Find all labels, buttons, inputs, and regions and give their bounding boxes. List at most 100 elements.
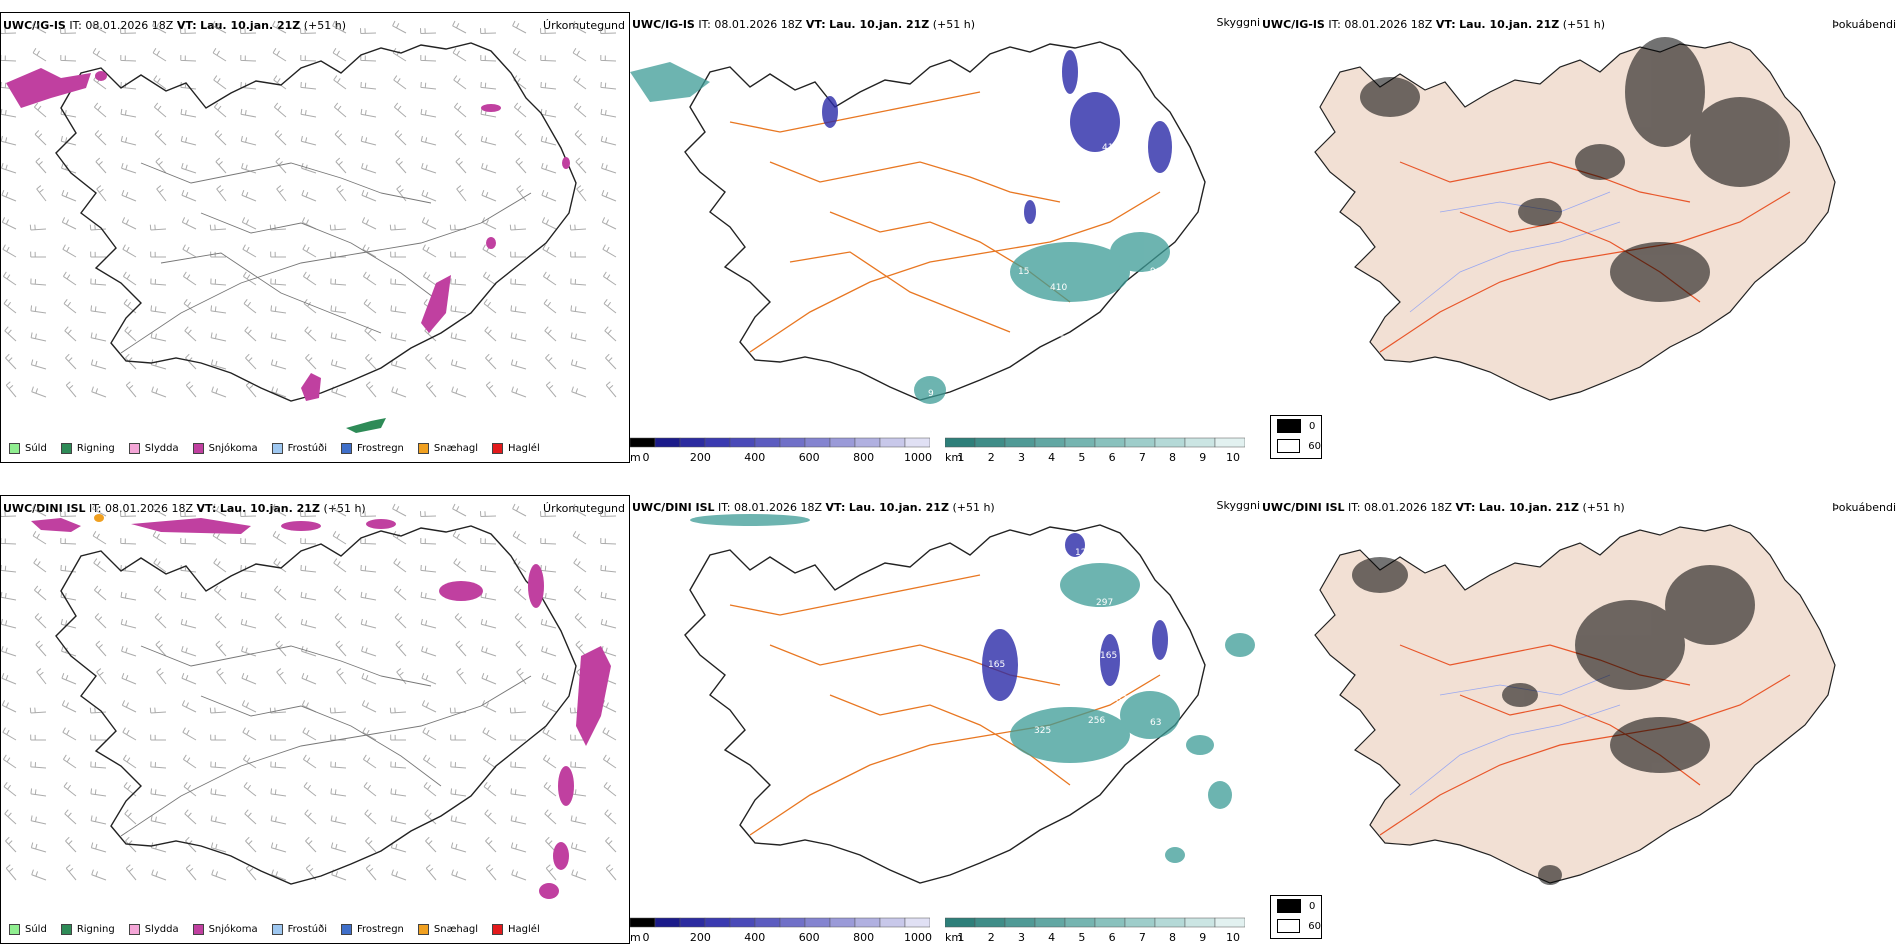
- wind-barb: [330, 761, 347, 769]
- wind-barb: [540, 538, 557, 545]
- wind-barb: [569, 224, 587, 231]
- wind-barb: [121, 700, 137, 713]
- colorbar-tick: 10: [1226, 451, 1240, 464]
- fog-legend-swatch: [1277, 919, 1301, 933]
- wind-barb: [485, 381, 497, 398]
- wind-barb: [392, 48, 407, 62]
- wind-barb: [1, 162, 17, 174]
- wind-barb: [181, 645, 197, 657]
- legend-swatch: [128, 923, 140, 935]
- wind-barb: [30, 305, 47, 314]
- legend-item: Haglél: [492, 442, 540, 454]
- wind-barb: [1, 55, 17, 62]
- wind-barb: [483, 298, 497, 314]
- wind-barb: [600, 618, 617, 629]
- wind-barb: [329, 707, 347, 714]
- wind-barb: [93, 558, 107, 573]
- wind-barb: [422, 754, 437, 769]
- wind-barb: [482, 754, 497, 769]
- wind-barb: [65, 836, 77, 853]
- wind-barb: [216, 668, 227, 685]
- wind-barb: [30, 788, 47, 797]
- wind-barb: [362, 754, 377, 769]
- fog-legend-label: 0: [1309, 900, 1316, 912]
- wind-barb: [300, 81, 317, 90]
- wind-barb: [150, 734, 167, 741]
- colorbar-unit: m: [630, 451, 641, 464]
- wind-barb: [64, 809, 77, 825]
- wind-barb: [450, 842, 467, 853]
- wind-barb: [422, 244, 437, 258]
- value-label: 165: [988, 660, 1005, 670]
- wind-barb: [479, 28, 497, 34]
- fog-panel-top: UWC/IG-IS IT: 08.01.2026 18Z VT: Lau. 10…: [1260, 12, 1900, 463]
- wind-barb: [300, 538, 317, 545]
- wind-barb: [542, 727, 557, 741]
- wind-barb: [570, 251, 587, 258]
- wind-barb: [2, 271, 17, 286]
- precip-type-map: [1, 20, 617, 433]
- wind-barb: [122, 271, 137, 286]
- colorbar-tick: 200: [689, 451, 711, 464]
- wind-barb: [32, 503, 47, 517]
- wind-barb: [451, 869, 467, 881]
- wind-barb: [89, 224, 107, 231]
- wind-barb: [516, 668, 527, 685]
- wind-barb: [391, 386, 407, 398]
- wind-barbs: [1, 20, 617, 398]
- wind-barb: [30, 815, 47, 825]
- wind-barb: [90, 815, 107, 825]
- fog-legend-swatch: [1277, 439, 1301, 453]
- wind-barb: [301, 190, 317, 202]
- wind-barb: [36, 668, 47, 685]
- wind-barb: [125, 381, 137, 398]
- wind-barb: [155, 640, 167, 657]
- wind-barb: [545, 353, 557, 370]
- wind-barb: [572, 48, 587, 62]
- wind-barb: [272, 48, 287, 62]
- wind-barb: [605, 864, 617, 881]
- wind-barb: [240, 108, 257, 118]
- wind-barb: [93, 585, 107, 601]
- wind-barb: [602, 727, 617, 741]
- wind-barb: [570, 332, 587, 342]
- wind-barb: [119, 511, 137, 517]
- wind-barb: [574, 613, 587, 629]
- legend-item: Snæhagl: [417, 442, 478, 454]
- wind-barb: [480, 135, 497, 146]
- wind-barb: [571, 869, 587, 881]
- wind-barb: [240, 591, 257, 601]
- wind-barb: [544, 326, 557, 342]
- fog-legend-label: 60: [1308, 920, 1321, 932]
- ceiling-colorbar: m 0 200 400 600 800 1000: [630, 437, 932, 467]
- wind-barb: [330, 815, 347, 825]
- wind-barb: [182, 271, 197, 286]
- wind-barb: [390, 305, 407, 314]
- wind-barb: [29, 707, 47, 714]
- wind-barb: [63, 298, 77, 314]
- colorbar-bin: [879, 917, 906, 928]
- wind-barb: [391, 869, 407, 881]
- colorbar-bin: [754, 437, 781, 448]
- wind-barb: [541, 645, 557, 657]
- wind-barb: [330, 734, 347, 741]
- value-label: 96: [1150, 267, 1162, 277]
- wind-barb: [151, 386, 167, 398]
- wind-barb: [390, 251, 407, 258]
- wind-barb: [180, 591, 197, 601]
- wind-barb: [60, 538, 77, 545]
- colorbar-bin: [704, 437, 731, 448]
- variable-name: Þokuábendi: [1832, 18, 1896, 31]
- wind-barb: [540, 55, 557, 62]
- wind-barb: [450, 251, 467, 258]
- wind-barb: [302, 754, 317, 769]
- wind-barb: [150, 278, 167, 286]
- wind-barb: [393, 558, 407, 573]
- wind-barb: [3, 781, 17, 797]
- wind-barb: [274, 613, 287, 629]
- wind-barb: [422, 271, 437, 286]
- wind-barb: [425, 381, 437, 398]
- wind-barb: [65, 381, 77, 398]
- wind-barb: [301, 700, 317, 713]
- wind-barb: [456, 668, 467, 685]
